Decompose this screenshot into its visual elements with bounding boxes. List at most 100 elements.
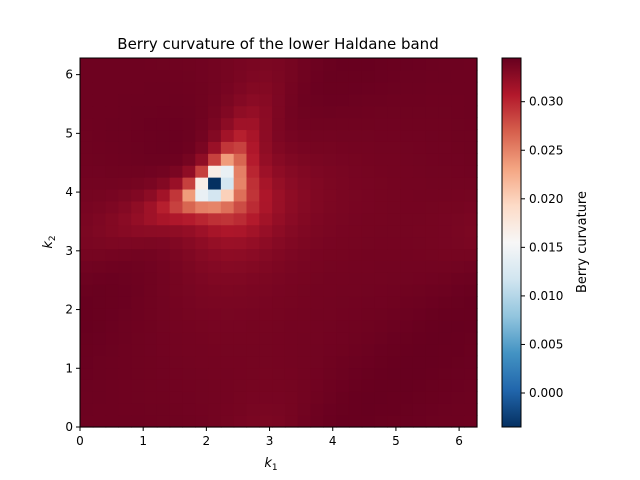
heatmap-cell — [169, 296, 184, 309]
heatmap-cell — [259, 260, 273, 273]
heatmap-cell — [400, 69, 414, 83]
heatmap-cell — [464, 212, 478, 226]
heatmap-cell — [387, 248, 401, 261]
heatmap-cell — [284, 141, 299, 154]
heatmap-cell — [464, 331, 478, 345]
heatmap-cell — [144, 415, 158, 428]
heatmap-cell — [361, 343, 376, 357]
x-tick-label: 0 — [76, 434, 84, 448]
heatmap-cell — [182, 296, 196, 309]
heatmap-cell — [361, 355, 376, 369]
heatmap-cell — [169, 319, 184, 333]
heatmap-cell — [195, 343, 209, 357]
heatmap-cell — [80, 129, 94, 142]
heatmap-cell — [208, 415, 222, 428]
heatmap-cell — [400, 224, 414, 238]
colorbar — [501, 57, 522, 428]
heatmap-cell — [246, 58, 260, 71]
heatmap-cell — [233, 379, 248, 392]
heatmap-cell — [80, 153, 94, 166]
heatmap-cell — [220, 343, 235, 357]
colorbar-ticks: 0.000 0.005 0.010 0.015 0.020 0.025 0.030 — [521, 95, 563, 400]
heatmap-cell — [105, 415, 120, 428]
colorbar-label: Berry curvature — [575, 191, 590, 293]
heatmap-cell — [246, 403, 260, 416]
heatmap-cell — [246, 69, 260, 83]
heatmap-cell — [348, 117, 363, 131]
heatmap-cell — [272, 307, 286, 321]
heatmap-cell — [284, 105, 299, 119]
heatmap-cell — [323, 141, 337, 154]
heatmap-cell — [195, 58, 209, 71]
heatmap-cell — [105, 224, 120, 238]
heatmap-cell — [400, 141, 414, 154]
heatmap-cell — [374, 93, 388, 107]
heatmap-cell — [374, 331, 388, 345]
heatmap-cell — [464, 415, 478, 428]
heatmap-cell — [259, 248, 273, 261]
heatmap-cell — [169, 236, 184, 250]
heatmap-cell — [208, 236, 222, 250]
heatmap-cell — [323, 129, 337, 142]
heatmap-cell — [246, 81, 260, 95]
heatmap-cell — [195, 296, 209, 309]
heatmap-cell — [182, 236, 196, 250]
heatmap-cell — [310, 165, 324, 178]
heatmap-cell — [92, 319, 107, 333]
heatmap-cell — [272, 415, 286, 428]
heatmap-cell — [323, 177, 337, 190]
heatmap-cell — [80, 212, 94, 226]
heatmap-cell — [348, 69, 363, 83]
heatmap-cell — [182, 69, 196, 83]
heatmap-cell — [297, 105, 312, 119]
heatmap-cell — [144, 307, 158, 321]
heatmap-cell — [451, 331, 465, 345]
heatmap-cell — [144, 58, 158, 71]
y-tick-label: 4 — [65, 185, 73, 199]
heatmap-cell — [233, 93, 248, 107]
heatmap-cell — [272, 105, 286, 119]
heatmap-cell — [169, 177, 184, 190]
heatmap-cell — [438, 200, 452, 214]
heatmap-cell — [310, 248, 324, 261]
heatmap-cell — [336, 165, 350, 178]
heatmap-cell — [272, 236, 286, 250]
heatmap-cell — [144, 367, 158, 380]
heatmap-cell — [438, 367, 452, 380]
heatmap-cell — [310, 177, 324, 190]
heatmap-cell — [169, 248, 184, 261]
heatmap-cell — [156, 403, 171, 416]
heatmap-cell — [259, 355, 273, 369]
heatmap-cell — [387, 200, 401, 214]
heatmap-cell — [259, 224, 273, 238]
heatmap-cell — [233, 117, 248, 131]
heatmap-cell — [233, 69, 248, 83]
heatmap-cell — [220, 105, 235, 119]
heatmap-cell — [92, 403, 107, 416]
heatmap-cell — [374, 81, 388, 95]
heatmap-cell — [374, 58, 388, 71]
heatmap-cell — [169, 403, 184, 416]
colorbar-tick-label: 0.025 — [529, 143, 563, 157]
heatmap-cell — [233, 212, 248, 226]
heatmap-cell — [438, 93, 452, 107]
heatmap-cell — [438, 343, 452, 357]
heatmap-cell — [464, 379, 478, 392]
heatmap-cell — [438, 415, 452, 428]
heatmap-cell — [323, 117, 337, 131]
heatmap-cell — [272, 331, 286, 345]
heatmap-cell — [131, 248, 145, 261]
heatmap-cell — [144, 69, 158, 83]
heatmap-cell — [92, 307, 107, 321]
heatmap-cell — [220, 129, 235, 142]
heatmap-cell — [259, 69, 273, 83]
heatmap-cell — [246, 153, 260, 166]
heatmap-cell — [220, 165, 235, 178]
heatmap-cell — [374, 153, 388, 166]
heatmap-cell — [92, 153, 107, 166]
heatmap-cell — [464, 248, 478, 261]
heatmap-cell — [259, 296, 273, 309]
heatmap-cell — [272, 379, 286, 392]
heatmap-cell — [92, 415, 107, 428]
heatmap-cell — [464, 403, 478, 416]
